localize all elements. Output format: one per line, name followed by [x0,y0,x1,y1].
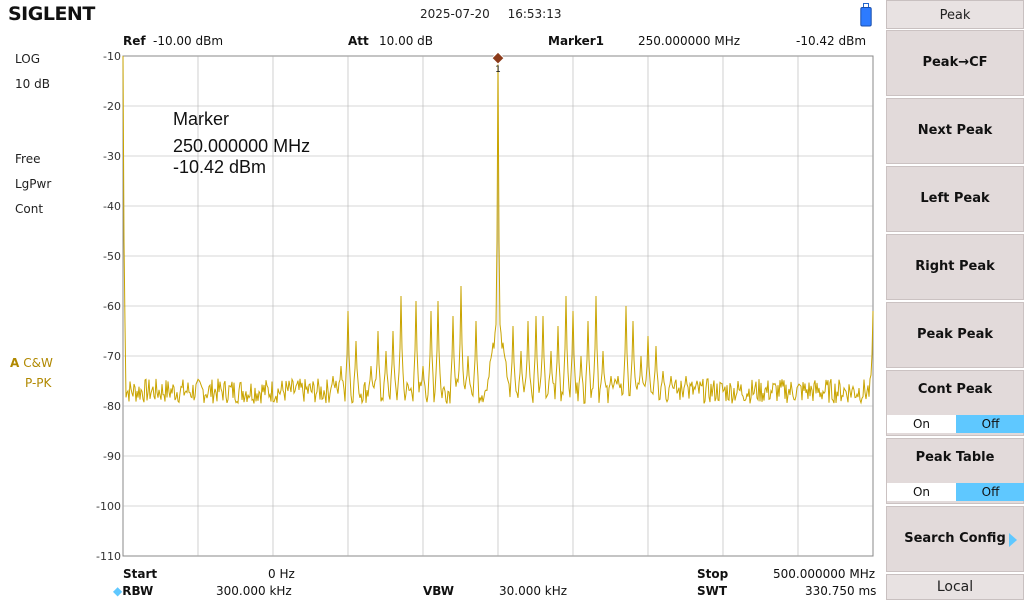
y-tick-label: -50 [103,250,121,263]
left-peak-label: Left Peak [920,191,990,206]
trace-indicator: A C&W [10,356,53,370]
y-tick-label: -70 [103,350,121,363]
peak-to-cf-button[interactable]: Peak→CF [886,30,1024,96]
att-value: 10.00 dB [379,34,434,48]
right-peak-button[interactable]: Right Peak [886,234,1024,300]
peak-to-cf-label: Peak→CF [922,55,988,70]
scale-type: LOG [15,52,41,66]
status-bar: SIGLENT 2025-07-20 16:53:13 [0,0,885,30]
rbw-value[interactable]: 300.000 kHz [216,584,292,598]
y-tick-label: -110 [96,550,121,563]
next-peak-button[interactable]: Next Peak [886,98,1024,164]
marker-1[interactable]: 1 [491,51,505,75]
y-tick-label: -60 [103,300,121,313]
spectrum-plot: -10 -20 -30 -40 -50 -60 -70 -80 -90 -100 -110 1 [96,50,874,563]
next-peak-label: Next Peak [917,123,993,138]
y-tick-label: -30 [103,150,121,163]
y-tick-label: -90 [103,450,121,463]
peak-table-on[interactable]: On [887,483,956,501]
local-button[interactable]: Local [886,574,1024,600]
marker-label: Marker1 [548,34,605,48]
brand-logo: SIGLENT [8,3,95,25]
search-config-button[interactable]: Search Config [886,506,1024,572]
marker-readout-title: Marker [173,109,230,129]
y-tick-label: -20 [103,100,121,113]
stop-label: Stop [697,567,729,581]
cont-peak-label: Cont Peak [917,382,993,397]
search-config-label: Search Config [904,531,1006,546]
y-tick-label: -80 [103,400,121,413]
detector-mode: LgPwr [15,177,52,191]
sweep-mode: Cont [15,202,44,216]
marker-freq: 250.000000 MHz [638,34,741,48]
trace-detect: P-PK [25,376,52,390]
peak-table-button[interactable]: Peak Table On Off [886,438,1024,504]
y-tick-label: -10 [103,50,121,63]
date-time: 2025-07-20 16:53:13 [420,7,575,21]
menu-title: Peak [886,0,1024,29]
sweep-footer: Start 0 Hz Stop 500.000000 MHz ◆RBW 300.… [0,565,885,600]
rbw-label: ◆RBW [113,584,154,598]
marker-diamond[interactable] [491,51,505,65]
softkey-menu: Peak Peak→CF Next Peak Left Peak Right P… [886,0,1024,600]
marker-number: 1 [495,65,501,75]
time: 16:53:13 [507,7,562,21]
date: 2025-07-20 [420,7,490,21]
stop-value[interactable]: 500.000000 MHz [773,567,876,581]
start-label: Start [123,567,158,581]
marker-readout-freq: 250.000000 MHz [173,136,311,156]
trace-id: A [10,356,20,370]
peak-peak-label: Peak Peak [916,327,994,342]
cont-peak-button[interactable]: Cont Peak On Off [886,370,1024,436]
usb-battery-icon [860,3,872,27]
marker-readout: Marker 250.000000 MHz -10.42 dBm [173,106,310,181]
marker-level: -10.42 dBm [796,34,867,48]
ref-label: Ref [123,34,146,48]
peak-peak-button[interactable]: Peak Peak [886,302,1024,368]
peak-table-toggle[interactable]: On Off [887,483,1024,501]
start-value[interactable]: 0 Hz [268,567,295,581]
cont-peak-toggle[interactable]: On Off [887,415,1024,433]
peak-table-label: Peak Table [915,450,995,465]
cont-peak-on[interactable]: On [887,415,956,433]
vbw-label: VBW [423,584,455,598]
scale-div: 10 dB [15,77,50,91]
vbw-value[interactable]: 30.000 kHz [499,584,568,598]
ref-value: -10.00 dBm [153,34,224,48]
submenu-arrow-icon [1009,533,1017,547]
y-tick-label: -40 [103,200,121,213]
marker-readout-level: -10.42 dBm [173,157,267,177]
y-tick-labels: -10 -20 -30 -40 -50 -60 -70 -80 -90 -100 -110 [96,50,121,563]
y-tick-label: -100 [96,500,121,513]
left-peak-button[interactable]: Left Peak [886,166,1024,232]
peak-table-off[interactable]: Off [956,483,1024,501]
measurement-header: Ref -10.00 dBm Att 10.00 dB Marker1 250.… [0,34,885,52]
trace-mode: C&W [23,356,53,370]
trigger-mode: Free [15,152,41,166]
rbw-label-text: RBW [122,584,154,598]
right-peak-label: Right Peak [915,259,995,274]
swt-label: SWT [697,584,728,598]
att-label: Att [348,34,369,48]
swt-value[interactable]: 330.750 ms [805,584,877,598]
cont-peak-off[interactable]: Off [956,415,1024,433]
